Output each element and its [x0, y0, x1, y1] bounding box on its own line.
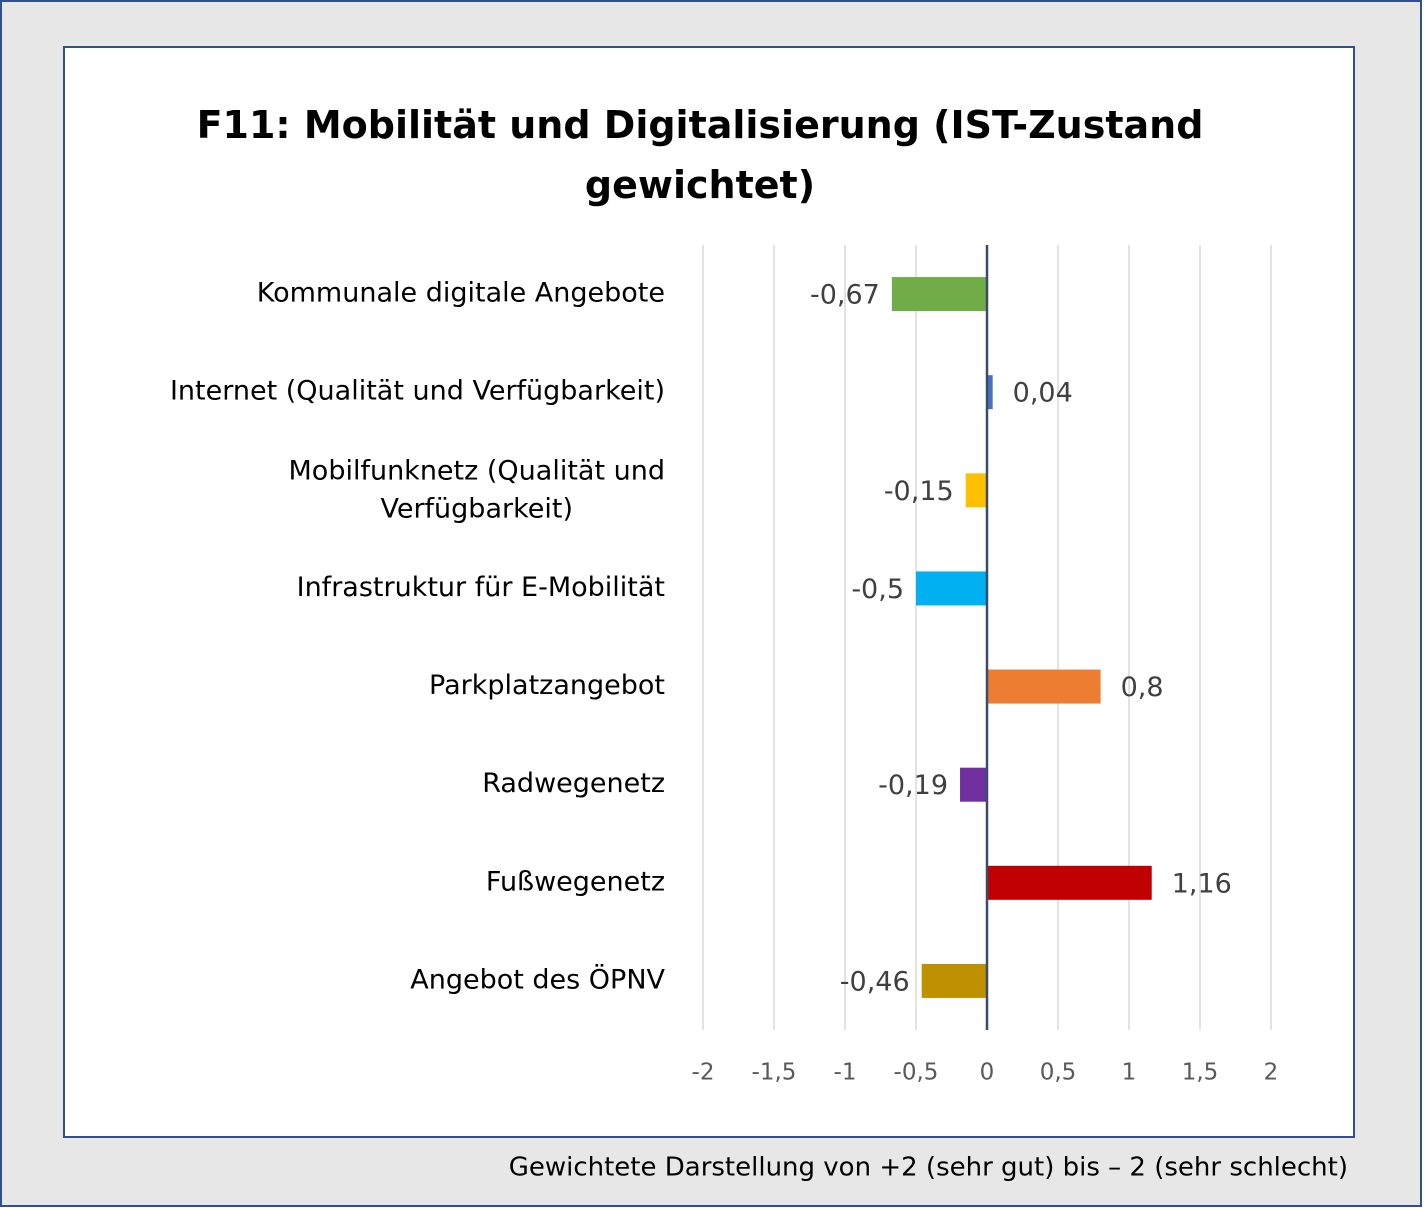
y-tick-label: Radwegenetz: [482, 768, 665, 799]
y-tick-label: Internet (Qualität und Verfügbarkeit): [170, 376, 665, 407]
y-tick-label: Fußwegenetz: [486, 866, 665, 897]
data-label: -0,5: [851, 574, 904, 605]
x-tick-label: 1: [1122, 1060, 1137, 1086]
x-tick-label: 2: [1264, 1060, 1279, 1086]
x-tick-label: 0,5: [1040, 1060, 1077, 1086]
data-label: -0,67: [810, 280, 880, 311]
bar: [987, 865, 1152, 900]
data-label: 0,04: [1013, 378, 1073, 409]
chart-frame: [63, 46, 1355, 1138]
x-tick-label: 0: [980, 1060, 995, 1086]
bar: [891, 277, 987, 312]
y-tick-label: Infrastruktur für E-Mobilität: [297, 572, 665, 603]
data-label: 0,8: [1121, 672, 1164, 703]
bar: [960, 767, 987, 802]
bar: [987, 375, 993, 410]
x-tick-label: -1,5: [752, 1060, 797, 1086]
y-tick-label: Kommunale digitale Angebote: [257, 278, 665, 309]
x-tick-label: -2: [692, 1060, 715, 1086]
x-tick-label: -1: [834, 1060, 857, 1086]
data-label: 1,16: [1172, 868, 1232, 899]
x-tick-label: -0,5: [894, 1060, 939, 1086]
data-label: -0,15: [884, 476, 954, 507]
x-tick-label: 1,5: [1182, 1060, 1219, 1086]
y-tick-label: Angebot des ÖPNV: [410, 963, 665, 995]
y-tick-label: Parkplatzangebot: [429, 670, 665, 701]
footnote: Gewichtete Darstellung von +2 (sehr gut)…: [509, 1153, 1348, 1183]
bar: [987, 669, 1101, 704]
bar: [965, 473, 987, 508]
data-label: -0,46: [840, 966, 910, 997]
bar: [921, 963, 987, 998]
data-label: -0,19: [878, 770, 948, 801]
bar: [916, 571, 987, 606]
y-tick-label: Mobilfunknetz (Qualität und Verfügbarkeit…: [289, 455, 666, 524]
chart-title: F11: Mobilität und Digitalisierung (IST-…: [197, 103, 1204, 207]
